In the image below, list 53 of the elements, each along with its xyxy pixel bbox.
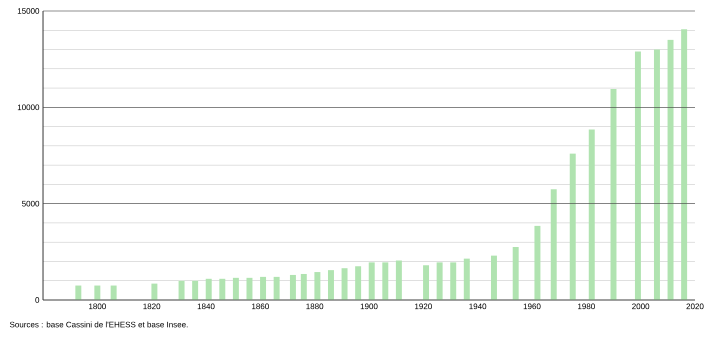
- source-note: Sources : base Cassini de l'EHESS et base Insee.: [10, 322, 188, 328]
- bar: [534, 226, 540, 300]
- x-tick-label: 2000: [632, 304, 650, 310]
- y-tick-label: 5000: [22, 200, 40, 206]
- bar: [490, 256, 497, 300]
- x-tick-label: 1820: [143, 304, 160, 310]
- bar: [436, 262, 443, 300]
- bar: [423, 265, 430, 300]
- x-tick-label: 1940: [469, 304, 486, 310]
- bar: [94, 286, 100, 300]
- x-tick-label: 1900: [360, 304, 378, 310]
- y-tick-label: 10000: [18, 104, 40, 110]
- bar: [192, 280, 198, 300]
- bar: [290, 274, 296, 300]
- y-tick-label: 15000: [18, 8, 40, 14]
- bar: [232, 278, 239, 300]
- x-tick-label: 2020: [686, 304, 704, 310]
- x-tick-label: 1960: [524, 304, 541, 310]
- bar: [342, 268, 348, 300]
- bar: [668, 40, 674, 300]
- bar: [206, 278, 212, 300]
- bar: [314, 272, 320, 300]
- bar: [151, 284, 158, 300]
- bar: [368, 262, 375, 300]
- bar: [464, 258, 470, 300]
- bar: [274, 276, 280, 300]
- bar: [110, 286, 117, 300]
- bar: [328, 270, 334, 300]
- x-tick-label: 1920: [415, 304, 432, 310]
- bar: [260, 276, 266, 300]
- x-tick-label: 1800: [89, 304, 106, 310]
- bar: [512, 247, 519, 300]
- x-tick-label: 1840: [198, 304, 215, 310]
- bar: [355, 266, 362, 300]
- bar: [654, 50, 660, 300]
- bar: [588, 129, 595, 300]
- bar: [681, 29, 688, 300]
- bar: [75, 286, 82, 300]
- bar: [450, 262, 456, 300]
- x-tick-label: 1980: [578, 304, 595, 310]
- y-tick-label: 0: [35, 297, 40, 303]
- bar: [610, 89, 616, 300]
- bar: [550, 189, 557, 300]
- bar: [246, 278, 252, 300]
- x-tick-label: 1880: [306, 304, 324, 310]
- bar: [570, 154, 576, 300]
- bar: [382, 262, 388, 300]
- bar: [396, 260, 402, 300]
- bar: [300, 274, 307, 300]
- bar: [634, 51, 641, 300]
- bar: [219, 278, 226, 300]
- bar: [178, 280, 185, 300]
- x-tick-label: 1860: [252, 304, 269, 310]
